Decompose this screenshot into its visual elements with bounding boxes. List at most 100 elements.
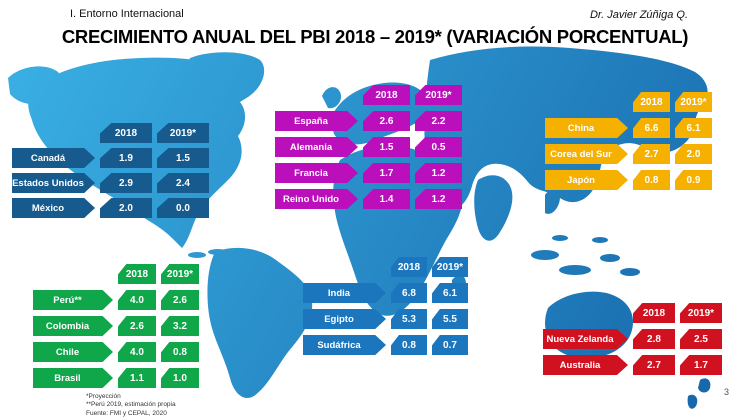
header-spacer — [12, 123, 95, 143]
gdp-value-2018: 1.7 — [363, 163, 410, 183]
gdp-value-2019: 2.6 — [161, 290, 199, 310]
islands-new-zealand — [698, 378, 711, 393]
country-label: Chile — [33, 342, 113, 362]
islands-southeast-asia — [592, 237, 608, 243]
country-label: Reino Unido — [275, 189, 358, 209]
page-number: 3 — [723, 387, 729, 397]
continent-alaska — [8, 66, 63, 105]
country-label: Corea del Sur — [545, 144, 628, 164]
gdp-value-2018: 6.6 — [633, 118, 670, 138]
country-label: Brasil — [33, 368, 113, 388]
gdp-value-2019: 6.1 — [432, 283, 468, 303]
header-spacer — [303, 257, 386, 277]
islands-southeast-asia — [620, 268, 640, 276]
islands-new-zealand — [687, 394, 698, 409]
page-title: CRECIMIENTO ANUAL DEL PBI 2018 – 2019* (… — [61, 26, 689, 47]
header-spacer — [33, 264, 113, 284]
gdp-value-2019: 2.0 — [675, 144, 712, 164]
header-spacer — [545, 92, 628, 112]
gdp-value-2019: 3.2 — [161, 316, 199, 336]
gdp-value-2018: 2.9 — [100, 173, 152, 193]
gdp-value-2019: 1.0 — [161, 368, 199, 388]
gdp-value-2018: 6.8 — [391, 283, 427, 303]
country-label: Estados Unidos — [12, 173, 95, 193]
gdp-value-2019: 0.9 — [675, 170, 712, 190]
gdp-value-2019: 1.7 — [680, 355, 722, 375]
header-spacer — [275, 85, 358, 105]
country-label: China — [545, 118, 628, 138]
peninsula-india — [474, 175, 513, 241]
gdp-value-2018: 2.7 — [633, 355, 675, 375]
gdp-value-2018: 2.8 — [633, 329, 675, 349]
islands-southeast-asia — [531, 250, 559, 260]
gdp-value-2019: 1.5 — [157, 148, 209, 168]
country-label: Australia — [543, 355, 628, 375]
gdp-value-2018: 1.1 — [118, 368, 156, 388]
country-label: Francia — [275, 163, 358, 183]
gdp-value-2019: 0.7 — [432, 335, 468, 355]
islands-caribbean — [228, 255, 240, 261]
col-header-2019: 2019* — [680, 303, 722, 323]
islands-southeast-asia — [559, 265, 591, 275]
table-oceania: 2018 2019* Nueva Zelanda 2.8 2.5 Austral… — [543, 303, 722, 375]
country-label: Japón — [545, 170, 628, 190]
gdp-value-2019: 2.4 — [157, 173, 209, 193]
col-header-2019: 2019* — [161, 264, 199, 284]
gdp-value-2019: 6.1 — [675, 118, 712, 138]
col-header-2018: 2018 — [633, 303, 675, 323]
gdp-value-2018: 1.4 — [363, 189, 410, 209]
country-label: Colombia — [33, 316, 113, 336]
gdp-value-2019: 5.5 — [432, 309, 468, 329]
col-header-2018: 2018 — [118, 264, 156, 284]
country-label: Perú** — [33, 290, 113, 310]
country-label: México — [12, 198, 95, 218]
col-header-2019: 2019* — [432, 257, 468, 277]
col-header-2019: 2019* — [415, 85, 462, 105]
gdp-value-2019: 0.5 — [415, 137, 462, 157]
table-north-america: 2018 2019* Canadá 1.9 1.5 Estados Unidos… — [12, 123, 209, 218]
gdp-value-2019: 0.8 — [161, 342, 199, 362]
gdp-value-2018: 2.6 — [363, 111, 410, 131]
gdp-value-2019: 1.2 — [415, 163, 462, 183]
table-south-america: 2018 2019* Perú** 4.0 2.6 Colombia 2.6 3… — [33, 264, 199, 388]
header-spacer — [543, 303, 628, 323]
gdp-value-2018: 0.8 — [391, 335, 427, 355]
gdp-value-2019: 1.2 — [415, 189, 462, 209]
gdp-value-2018: 4.0 — [118, 290, 156, 310]
gdp-value-2018: 2.0 — [100, 198, 152, 218]
continent-south-america — [207, 247, 313, 398]
country-label: Nueva Zelanda — [543, 329, 628, 349]
col-header-2018: 2018 — [633, 92, 670, 112]
island-greenland — [187, 52, 265, 107]
col-header-2018: 2018 — [100, 123, 152, 143]
table-europe: 2018 2019* España 2.6 2.2 Alemania 1.5 0… — [275, 85, 462, 209]
gdp-value-2019: 2.2 — [415, 111, 462, 131]
footnotes: *Proyección **Perú 2019, estimación prop… — [86, 393, 176, 418]
country-label: Sudáfrica — [303, 335, 386, 355]
gdp-value-2018: 4.0 — [118, 342, 156, 362]
gdp-value-2019: 0.0 — [157, 198, 209, 218]
gdp-value-2018: 5.3 — [391, 309, 427, 329]
gdp-value-2018: 2.7 — [633, 144, 670, 164]
country-label: India — [303, 283, 386, 303]
footnote-proyeccion: *Proyección — [86, 393, 121, 400]
col-header-2019: 2019* — [675, 92, 712, 112]
col-header-2018: 2018 — [391, 257, 427, 277]
country-label: Alemania — [275, 137, 358, 157]
gdp-value-2018: 0.8 — [633, 170, 670, 190]
islands-southeast-asia — [600, 254, 620, 262]
footnote-fuente: Fuente: FMI y CEPAL, 2020 — [86, 409, 167, 417]
gdp-value-2018: 1.9 — [100, 148, 152, 168]
author-label: Dr. Javier Zúñiga Q. — [589, 9, 688, 21]
gdp-value-2018: 2.6 — [118, 316, 156, 336]
col-header-2019: 2019* — [157, 123, 209, 143]
table-africa-india: 2018 2019* India 6.8 6.1 Egipto 5.3 5.5 … — [303, 257, 468, 355]
gdp-value-2019: 2.5 — [680, 329, 722, 349]
country-label: Canadá — [12, 148, 95, 168]
islands-japan — [545, 188, 560, 214]
country-label: España — [275, 111, 358, 131]
footnote-peru: **Perú 2019, estimación propia — [86, 401, 176, 409]
islands-southeast-asia — [552, 235, 568, 241]
islands-caribbean — [188, 252, 206, 258]
